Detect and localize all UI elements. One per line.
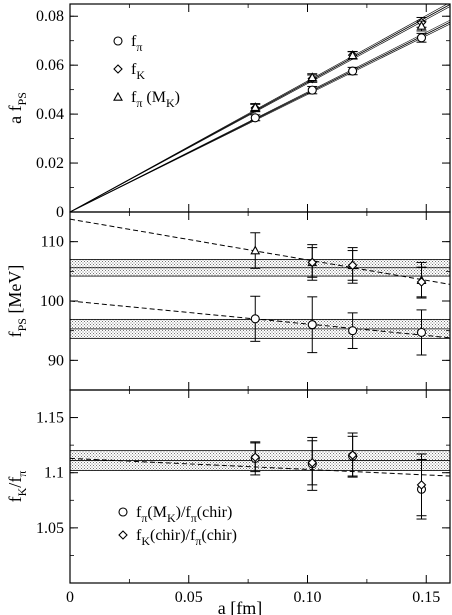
top-legend-marker-circle	[113, 36, 123, 46]
fit-line-1-2	[70, 4, 448, 212]
xtick-label: 0	[66, 589, 74, 606]
top-ytick-label: 0.04	[36, 106, 64, 123]
axis-titles: a fPS fPS [MeV] fK/fπ	[5, 92, 29, 502]
bottom-ytick-label: 1.1	[44, 465, 64, 482]
middle-frame	[69, 211, 451, 391]
panel-middle: 90 100 110	[40, 211, 451, 391]
middle-ytick-label: 100	[40, 293, 64, 310]
top-point-triangle-1	[307, 72, 318, 82]
middle-point-circle-3	[416, 327, 427, 337]
xtick-label: 0.10	[294, 589, 322, 606]
top-legend: fπ fK fπ (MK)	[113, 33, 180, 110]
panel-bottom: 1.05 1.1 1.15 0 0.05 0.10 0.15 a [fm] fπ(MK)/fπ(…	[36, 389, 451, 615]
middle-point-circle-1	[307, 320, 317, 330]
middle-point-diamond-0	[307, 257, 318, 268]
bottom-plot-area	[70, 432, 450, 520]
bottom-ytick-label: 1.15	[36, 410, 64, 427]
top-point-triangle-3	[416, 20, 427, 30]
top-legend-label-1: fK	[131, 61, 145, 82]
bottom-point-diamond-3	[416, 480, 427, 490]
middle-point-diamond-1	[347, 260, 358, 271]
bottom-y-axis-label: fK/fπ	[5, 471, 29, 503]
bottom-legend-marker-diamond	[118, 530, 128, 540]
bottom-point-diamond-1	[307, 458, 318, 468]
top-ytick-label: 0.08	[36, 8, 64, 25]
top-ytick-label: 0.02	[36, 155, 64, 172]
top-plot-area	[70, 4, 450, 212]
middle-point-triangle-0	[250, 245, 261, 255]
middle-ytick-label: 90	[48, 352, 64, 369]
xtick-label: 0.15	[412, 589, 440, 606]
top-point-circle-1	[307, 85, 317, 95]
top-legend-label-0: fπ	[131, 33, 142, 54]
top-legend-marker-diamond	[113, 64, 123, 74]
top-ytick-label: 0	[56, 204, 64, 221]
middle-point-circle-0	[250, 314, 260, 324]
middle-ytick-label: 110	[41, 234, 64, 251]
middle-point-circle-2	[348, 326, 358, 336]
top-point-triangle-2	[347, 50, 358, 60]
xtick-label: 0.05	[175, 589, 203, 606]
middle-point-diamond-2	[416, 277, 427, 287]
middle-plot-area	[70, 218, 450, 356]
bottom-point-diamond-2	[347, 450, 358, 460]
top-point-circle-3	[416, 33, 427, 43]
top-point-triangle-0	[250, 102, 261, 112]
bottom-ytick-label: 1.05	[36, 520, 64, 537]
middle-y-axis-label: fPS [MeV]	[5, 265, 29, 338]
top-legend-label-2: fπ (MK)	[131, 89, 180, 110]
top-legend-marker-triangle	[113, 91, 123, 101]
top-ytick-label: 0.06	[36, 57, 64, 74]
bottom-frame	[69, 389, 451, 584]
bottom-point-diamond-0	[250, 452, 261, 463]
bottom-legend-label-0: fπ(MK)/fπ(chir)	[136, 504, 232, 525]
panel-top: 0 0.02 0.04 0.06 0.08 fπ fK fπ (MK)	[36, 3, 451, 221]
top-point-circle-2	[348, 66, 358, 76]
x-axis-label: a [fm]	[218, 598, 262, 615]
fit-line-1-1	[70, 4, 450, 212]
middle-dashed-fit-1	[70, 218, 450, 285]
fit-line-0-2	[70, 19, 450, 212]
top-point-circle-0	[250, 113, 260, 123]
bottom-legend: fπ(MK)/fπ(chir)fK(chir)/fπ(chir)	[118, 504, 237, 548]
bottom-legend-marker-circle	[118, 507, 128, 517]
top-y-axis-label: a fPS	[5, 92, 29, 124]
bottom-legend-label-1: fK(chir)/fπ(chir)	[136, 527, 237, 548]
